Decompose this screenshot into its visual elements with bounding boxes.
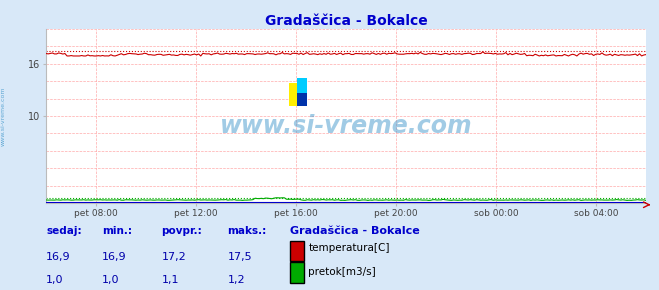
Text: povpr.:: povpr.: [161, 226, 202, 236]
Text: 1,0: 1,0 [102, 276, 120, 285]
Text: 16,9: 16,9 [46, 252, 71, 262]
Text: temperatura[C]: temperatura[C] [308, 243, 390, 253]
Bar [297, 78, 307, 99]
Title: Gradaščica - Bokalce: Gradaščica - Bokalce [265, 14, 427, 28]
Text: min.:: min.: [102, 226, 132, 236]
Text: 1,0: 1,0 [46, 276, 64, 285]
Text: 17,5: 17,5 [227, 252, 252, 262]
Text: www.si-vreme.com: www.si-vreme.com [219, 115, 473, 138]
Text: Gradaščica - Bokalce: Gradaščica - Bokalce [290, 226, 420, 236]
Text: sedaj:: sedaj: [46, 226, 82, 236]
Text: 17,2: 17,2 [161, 252, 186, 262]
Bar [289, 83, 302, 106]
Text: maks.:: maks.: [227, 226, 267, 236]
Text: 1,1: 1,1 [161, 276, 179, 285]
Text: 16,9: 16,9 [102, 252, 127, 262]
Text: pretok[m3/s]: pretok[m3/s] [308, 267, 376, 277]
Text: 1,2: 1,2 [227, 276, 245, 285]
Text: www.si-vreme.com: www.si-vreme.com [1, 86, 6, 146]
Bar [297, 93, 307, 106]
